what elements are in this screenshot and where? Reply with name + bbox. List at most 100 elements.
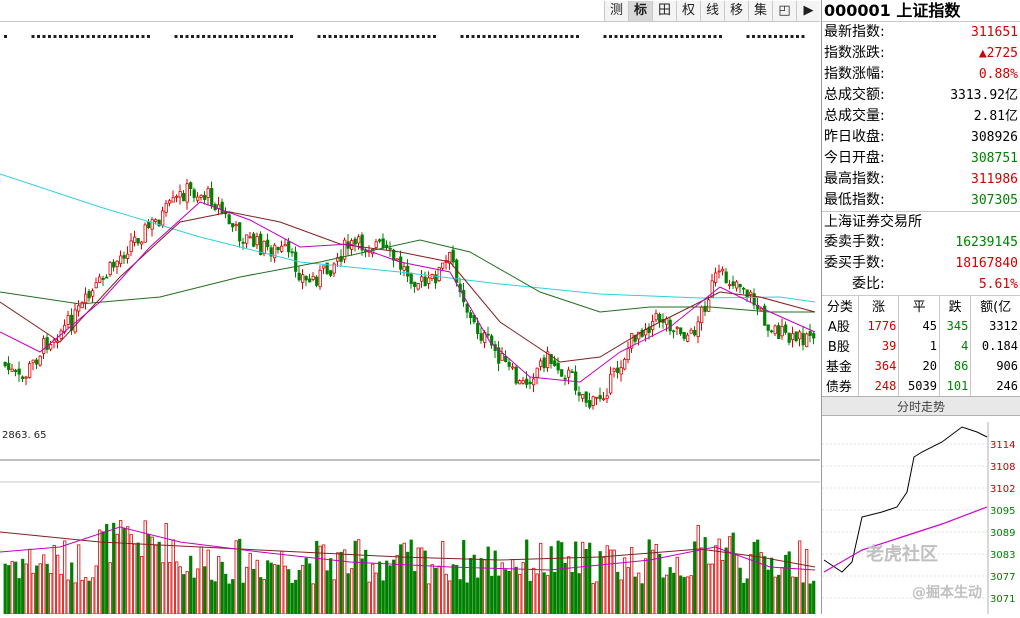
candle-body xyxy=(787,332,791,343)
volume-bar xyxy=(28,548,32,614)
volume-bar xyxy=(640,583,644,614)
candle-body xyxy=(784,324,788,333)
volume-bar xyxy=(402,542,406,614)
volume-bar xyxy=(486,546,490,614)
event-dot xyxy=(185,35,189,38)
play-icon[interactable]: ▶ xyxy=(796,1,820,21)
candle-body xyxy=(423,276,427,287)
candle-body xyxy=(182,193,186,202)
candle-body xyxy=(637,331,641,340)
event-dot xyxy=(59,35,62,38)
candle-body xyxy=(717,270,721,273)
candle-body xyxy=(465,303,469,313)
set-button[interactable]: 集 xyxy=(748,1,772,21)
volume-bar xyxy=(42,554,46,614)
event-dot xyxy=(642,35,645,38)
volume-bar xyxy=(413,571,417,614)
volume-ma-brown xyxy=(0,531,816,568)
volume-bar xyxy=(567,556,571,614)
candle-body xyxy=(486,333,490,336)
event-dot xyxy=(268,35,271,38)
intraday-tab[interactable]: 分时走势 xyxy=(822,395,1020,416)
event-dot xyxy=(367,35,370,38)
event-dot xyxy=(570,35,574,38)
candle-body xyxy=(703,305,707,312)
candle-body xyxy=(427,277,431,284)
candle-body xyxy=(21,376,25,379)
measure-button[interactable]: 测 xyxy=(604,1,628,21)
event-dot xyxy=(174,35,178,38)
volume-bar xyxy=(493,550,497,614)
candle-body xyxy=(287,241,291,253)
event-dot xyxy=(202,35,205,38)
candle-body xyxy=(616,367,620,373)
candle-body xyxy=(395,258,399,261)
volume-bar xyxy=(280,550,284,614)
candle-body xyxy=(553,360,557,367)
candle-body xyxy=(416,283,420,290)
volume-bar xyxy=(367,581,371,614)
breadth-up: 248 xyxy=(858,375,900,396)
candle-body xyxy=(752,293,756,306)
volume-bar xyxy=(241,582,245,614)
line-button[interactable]: 线 xyxy=(700,1,724,21)
candle-body xyxy=(563,377,567,380)
candle-body xyxy=(196,196,200,201)
breadth-flat: 5039 xyxy=(898,375,940,396)
candle-body xyxy=(560,369,564,377)
quote-row: 指数涨跌: ▲2725 xyxy=(822,43,1020,64)
candle-body xyxy=(269,247,273,257)
event-dot xyxy=(317,35,321,38)
candle-body xyxy=(682,332,686,339)
volume-bar xyxy=(651,549,655,614)
event-dot xyxy=(75,35,79,38)
candle-body xyxy=(283,244,287,247)
candle-body xyxy=(339,255,343,262)
candle-body xyxy=(273,244,277,259)
candle-body xyxy=(70,314,74,331)
event-dot xyxy=(686,35,689,38)
volume-bar xyxy=(150,536,154,614)
grid-button[interactable]: 田 xyxy=(652,1,676,21)
event-dot xyxy=(614,35,618,38)
indicator-button[interactable]: 标 xyxy=(628,1,652,21)
event-dot xyxy=(218,35,222,38)
event-dot xyxy=(774,35,777,38)
event-dot xyxy=(625,35,629,38)
quote-value: 3313.92亿 xyxy=(950,88,1018,103)
intraday-chart[interactable]: 3114 3108 3102 3095 3089 3083 3077 3071 老虎社区 @掘… xyxy=(822,422,1020,614)
quote-row: 今日开盘: 308751 xyxy=(822,148,1020,169)
candle-body xyxy=(654,313,658,321)
event-dot xyxy=(64,35,68,38)
candle-body xyxy=(318,269,322,288)
header-amount: 额(亿 xyxy=(980,300,1012,316)
rights-button[interactable]: 权 xyxy=(676,1,700,21)
volume-bar xyxy=(672,572,676,614)
volume-bar xyxy=(287,569,291,614)
volume-bar xyxy=(462,540,466,614)
intraday-tick-label: 3077 xyxy=(990,572,1015,583)
index-code: 000001 xyxy=(824,1,891,20)
event-dot xyxy=(207,35,211,38)
volume-bar xyxy=(94,565,98,614)
breadth-flat: 20 xyxy=(898,355,940,376)
volume-bar xyxy=(661,577,665,614)
volume-bar xyxy=(777,574,781,614)
volume-bar xyxy=(717,538,721,614)
volume-bar xyxy=(756,539,760,614)
header-category: 分类 xyxy=(822,295,859,316)
volume-bar xyxy=(66,579,70,614)
candle-body xyxy=(738,284,742,288)
candle-body xyxy=(231,223,235,228)
candle-body xyxy=(161,210,165,226)
candle-body xyxy=(129,240,133,252)
window-icon[interactable]: ◰ xyxy=(772,1,796,21)
kline-chart[interactable]: 2863. 65 xyxy=(0,22,820,614)
volume-bar xyxy=(196,568,200,614)
move-button[interactable]: 移 xyxy=(724,1,748,21)
candle-body xyxy=(199,194,203,198)
candle-body xyxy=(448,252,452,264)
candle-body xyxy=(500,353,504,361)
candle-body xyxy=(94,282,98,289)
candle-body xyxy=(14,369,18,373)
